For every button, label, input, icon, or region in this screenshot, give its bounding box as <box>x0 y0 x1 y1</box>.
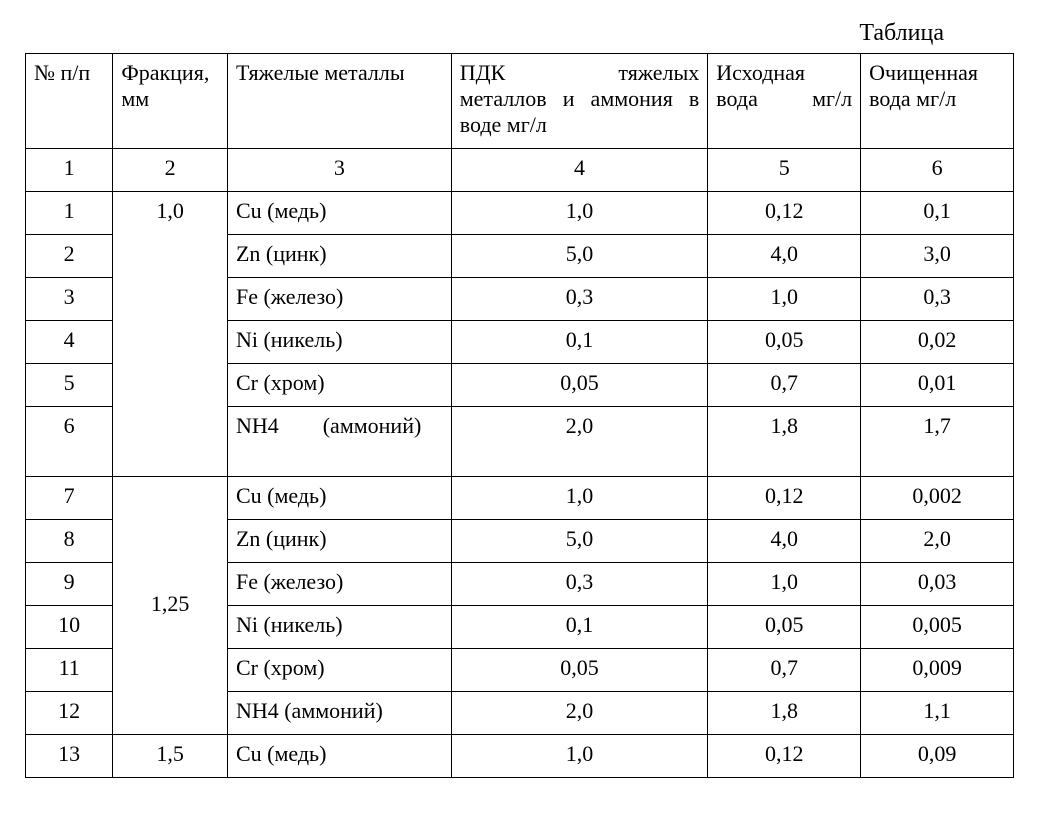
cell-src: 1,0 <box>708 278 861 321</box>
cell-metal: Zn (цинк) <box>227 520 451 563</box>
header-metals: Тяжелые металлы <box>227 54 451 149</box>
cell-metal: Fe (железо) <box>227 563 451 606</box>
cell-num: 9 <box>26 563 113 606</box>
cell-src: 0,12 <box>708 735 861 778</box>
colnum-2: 2 <box>113 149 228 192</box>
header-source-l2a: вода <box>716 86 758 112</box>
cell-num: 13 <box>26 735 113 778</box>
cell-src: 4,0 <box>708 235 861 278</box>
header-clean: Очищенная вода мг/л <box>861 54 1014 149</box>
cell-src: 0,05 <box>708 606 861 649</box>
colnum-4: 4 <box>451 149 708 192</box>
header-pdk-rest: металлов и аммония в воде мг/л <box>460 86 700 137</box>
header-pdk-w2: тяжелых <box>618 60 699 86</box>
cell-pdk: 2,0 <box>451 407 708 477</box>
cell-clean: 0,005 <box>861 606 1014 649</box>
cell-pdk: 5,0 <box>451 235 708 278</box>
cell-src: 0,12 <box>708 192 861 235</box>
cell-clean: 0,01 <box>861 364 1014 407</box>
cell-metal: Cu (медь) <box>227 735 451 778</box>
header-pdk: ПДК тяжелых металлов и аммония в воде мг… <box>451 54 708 149</box>
cell-metal: NH4 (аммоний) <box>227 692 451 735</box>
colnum-5: 5 <box>708 149 861 192</box>
table-colnum-row: 1 2 3 4 5 6 <box>26 149 1014 192</box>
cell-src: 0,05 <box>708 321 861 364</box>
cell-pdk: 0,1 <box>451 606 708 649</box>
cell-src: 0,12 <box>708 477 861 520</box>
cell-metal: Fe (железо) <box>227 278 451 321</box>
header-source-l1: Исходная <box>716 60 852 86</box>
cell-num: 10 <box>26 606 113 649</box>
cell-clean: 2,0 <box>861 520 1014 563</box>
cell-clean: 0,1 <box>861 192 1014 235</box>
table-caption: Таблица <box>25 20 1014 47</box>
cell-clean: 0,3 <box>861 278 1014 321</box>
table-header-row: № п/п Фракция, мм Тяжелые металлы ПДК тя… <box>26 54 1014 149</box>
colnum-1: 1 <box>26 149 113 192</box>
cell-fraction: 1,5 <box>113 735 228 778</box>
metals-table: № п/п Фракция, мм Тяжелые металлы ПДК тя… <box>25 53 1014 778</box>
cell-num: 1 <box>26 192 113 235</box>
cell-num: 5 <box>26 364 113 407</box>
cell-src: 4,0 <box>708 520 861 563</box>
cell-clean: 0,02 <box>861 321 1014 364</box>
cell-src: 1,0 <box>708 563 861 606</box>
cell-fraction: 1,25 <box>113 477 228 735</box>
cell-pdk: 0,05 <box>451 364 708 407</box>
cell-pdk: 0,3 <box>451 278 708 321</box>
cell-pdk: 0,3 <box>451 563 708 606</box>
header-source: Исходная вода мг/л <box>708 54 861 149</box>
cell-clean: 0,03 <box>861 563 1014 606</box>
cell-num: 8 <box>26 520 113 563</box>
cell-metal: NH4 (аммоний) <box>227 407 451 477</box>
header-pdk-w1: ПДК <box>460 60 506 86</box>
table-row: 7 1,25 Cu (медь) 1,0 0,12 0,002 <box>26 477 1014 520</box>
cell-clean: 0,09 <box>861 735 1014 778</box>
cell-metal: Ni (никель) <box>227 606 451 649</box>
cell-clean: 0,009 <box>861 649 1014 692</box>
cell-clean: 1,7 <box>861 407 1014 477</box>
cell-metal: Cu (медь) <box>227 477 451 520</box>
cell-metal: Zn (цинк) <box>227 235 451 278</box>
header-num: № п/п <box>26 54 113 149</box>
header-fraction: Фракция, мм <box>113 54 228 149</box>
cell-num: 7 <box>26 477 113 520</box>
cell-clean: 3,0 <box>861 235 1014 278</box>
cell-metal: Cr (хром) <box>227 364 451 407</box>
cell-pdk: 5,0 <box>451 520 708 563</box>
table-row: 1 1,0 Cu (медь) 1,0 0,12 0,1 <box>26 192 1014 235</box>
cell-src: 1,8 <box>708 692 861 735</box>
cell-num: 6 <box>26 407 113 477</box>
cell-pdk: 0,05 <box>451 649 708 692</box>
header-source-l2b: мг/л <box>812 86 852 112</box>
cell-num: 4 <box>26 321 113 364</box>
cell-pdk: 1,0 <box>451 192 708 235</box>
cell-metal: Cu (медь) <box>227 192 451 235</box>
colnum-3: 3 <box>227 149 451 192</box>
cell-src: 1,8 <box>708 407 861 477</box>
cell-src: 0,7 <box>708 364 861 407</box>
cell-num: 3 <box>26 278 113 321</box>
cell-num: 2 <box>26 235 113 278</box>
cell-fraction: 1,0 <box>113 192 228 477</box>
cell-pdk: 1,0 <box>451 735 708 778</box>
table-row: 13 1,5 Cu (медь) 1,0 0,12 0,09 <box>26 735 1014 778</box>
cell-num: 11 <box>26 649 113 692</box>
colnum-6: 6 <box>861 149 1014 192</box>
cell-metal: Ni (никель) <box>227 321 451 364</box>
cell-pdk: 0,1 <box>451 321 708 364</box>
cell-src: 0,7 <box>708 649 861 692</box>
cell-metal: Cr (хром) <box>227 649 451 692</box>
cell-pdk: 1,0 <box>451 477 708 520</box>
cell-clean: 0,002 <box>861 477 1014 520</box>
cell-num: 12 <box>26 692 113 735</box>
cell-clean: 1,1 <box>861 692 1014 735</box>
cell-pdk: 2,0 <box>451 692 708 735</box>
